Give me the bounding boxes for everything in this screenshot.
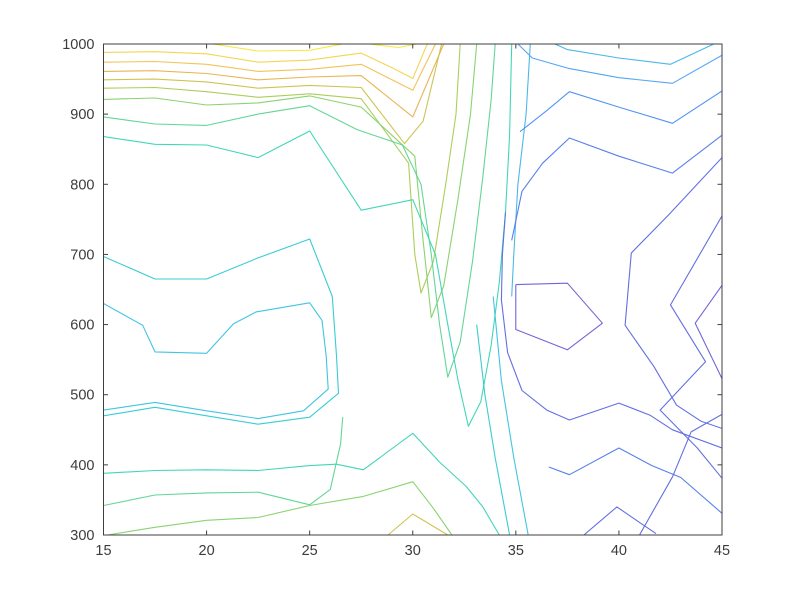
contour-line-c8: [103, 238, 340, 425]
y-axis-tick-labels: 300 400 500 600 700 800 900 1000: [62, 37, 94, 544]
contour-lines: [103, 44, 722, 535]
contour-line-c2: [583, 506, 657, 535]
contour-line-c12: [103, 44, 461, 294]
contour-line-c13: [387, 513, 449, 535]
contour-line-c2: [659, 215, 722, 479]
x-tick-label: 15: [95, 543, 111, 559]
x-tick-label: 35: [508, 543, 524, 559]
contour-line-c7: [492, 296, 529, 535]
contour-line-c14: [103, 44, 445, 118]
contour-line-c4: [519, 90, 722, 133]
y-tick-label: 300: [70, 528, 94, 544]
y-tick-label: 1000: [62, 37, 94, 53]
contour-line-c9: [103, 44, 513, 427]
contour-line-c11: [107, 481, 453, 535]
contour-line-c13: [103, 44, 443, 145]
contour-line-c16: [103, 44, 428, 79]
contour-line-c7: [103, 302, 329, 420]
contour-line-c8: [476, 324, 511, 535]
contour-line-c1: [694, 284, 722, 379]
x-tick-label: 30: [405, 543, 421, 559]
contour-line-c17: [369, 44, 418, 49]
contour-line-c3: [548, 447, 722, 514]
contour-line-c2: [500, 212, 722, 449]
contour-line-c2: [624, 157, 722, 429]
y-tick-label: 900: [70, 107, 94, 123]
contour-line-c17: [212, 44, 343, 52]
x-tick-label: 45: [714, 543, 730, 559]
x-tick-label: 20: [199, 543, 215, 559]
x-tick-label: 40: [611, 543, 627, 559]
contour-line-c10: [103, 417, 344, 507]
contour-line-c10: [103, 44, 496, 378]
y-tick-label: 400: [70, 458, 94, 474]
contour-line-c9: [103, 432, 500, 535]
y-tick-label: 700: [70, 247, 94, 263]
contour-line-c2: [639, 413, 722, 535]
contour-line-c6: [511, 44, 531, 297]
y-tick-label: 600: [70, 318, 94, 334]
x-tick-label: 25: [302, 543, 318, 559]
x-axis-tick-labels: 15 20 25 30 35 40 45: [95, 543, 730, 559]
axis-ticks: [103, 43, 723, 536]
plot-frame: [103, 43, 723, 536]
contour-line-c1: [515, 282, 603, 351]
y-tick-label: 800: [70, 177, 94, 193]
contour-line-c3: [511, 134, 722, 241]
y-tick-label: 500: [70, 388, 94, 404]
contour-line-c15: [103, 44, 436, 91]
contour-line-c11: [103, 44, 478, 319]
contour-line-c6: [554, 44, 715, 65]
contour-line-c5: [517, 44, 722, 84]
